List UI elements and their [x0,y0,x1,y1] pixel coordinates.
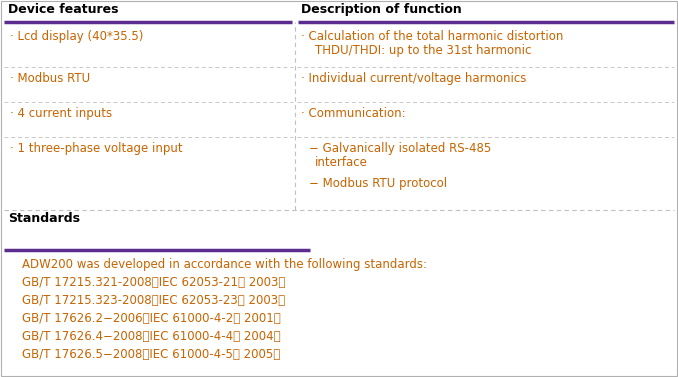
Text: Description of function: Description of function [301,3,462,16]
Text: ADW200 was developed in accordance with the following standards:: ADW200 was developed in accordance with … [22,258,427,271]
Text: GB/T 17626.2−2006（IEC 61000-4-2： 2001）: GB/T 17626.2−2006（IEC 61000-4-2： 2001） [22,312,281,325]
Text: · 1 three-phase voltage input: · 1 three-phase voltage input [10,142,182,155]
Text: · Individual current/voltage harmonics: · Individual current/voltage harmonics [301,72,526,85]
Text: − Modbus RTU protocol: − Modbus RTU protocol [309,177,447,190]
Text: THDU/THDI: up to the 31st harmonic: THDU/THDI: up to the 31st harmonic [315,44,532,57]
Text: GB/T 17626.5−2008（IEC 61000-4-5： 2005）: GB/T 17626.5−2008（IEC 61000-4-5： 2005） [22,348,280,361]
Text: GB/T 17215.323-2008（IEC 62053-23： 2003）: GB/T 17215.323-2008（IEC 62053-23： 2003） [22,294,285,307]
Text: − Galvanically isolated RS-485: − Galvanically isolated RS-485 [309,142,491,155]
Text: · Modbus RTU: · Modbus RTU [10,72,90,85]
Text: interface: interface [315,156,367,169]
Text: Standards: Standards [8,212,80,225]
Text: GB/T 17215.321-2008（IEC 62053-21： 2003）: GB/T 17215.321-2008（IEC 62053-21： 2003） [22,276,285,289]
Text: · 4 current inputs: · 4 current inputs [10,107,112,120]
Text: · Calculation of the total harmonic distortion: · Calculation of the total harmonic dist… [301,30,563,43]
Text: · Communication:: · Communication: [301,107,405,120]
Text: · Lcd display (40*35.5): · Lcd display (40*35.5) [10,30,143,43]
Text: Device features: Device features [8,3,119,16]
Text: GB/T 17626.4−2008（IEC 61000-4-4： 2004）: GB/T 17626.4−2008（IEC 61000-4-4： 2004） [22,330,281,343]
